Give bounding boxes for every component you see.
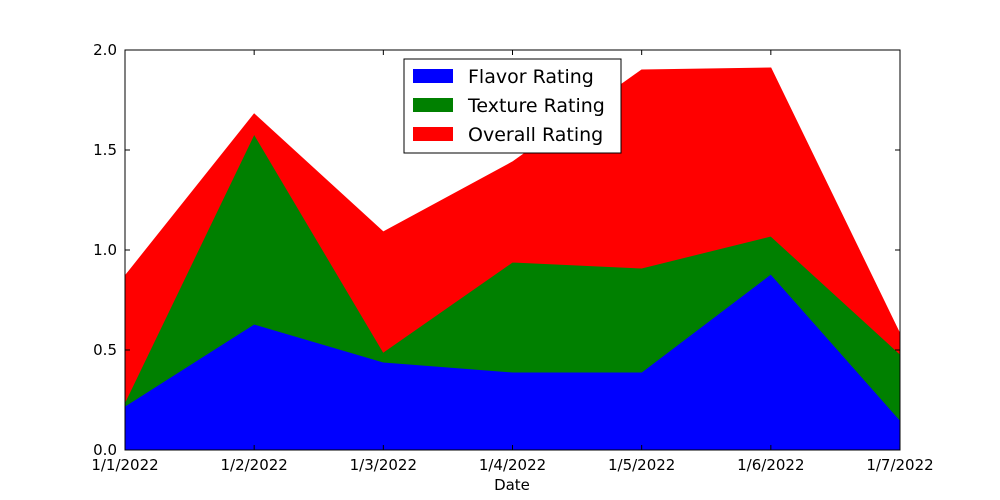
x-tick-label: 1/4/2022: [479, 456, 546, 474]
legend-swatch: [413, 98, 453, 112]
x-tick-label: 1/2/2022: [220, 456, 287, 474]
legend-label: Texture Rating: [467, 95, 605, 117]
legend-label: Flavor Rating: [468, 66, 594, 88]
x-axis-label: Date: [494, 476, 530, 494]
legend-swatch: [413, 127, 453, 141]
x-tick-label: 1/7/2022: [866, 456, 933, 474]
y-axis: 0.0 0.5 1.0 1.5 2.0: [93, 41, 900, 459]
legend: Flavor Rating Texture Rating Overall Ratin…: [403, 58, 622, 154]
y-tick-label: 0.5: [93, 341, 117, 359]
y-tick-label: 1.5: [93, 141, 117, 159]
x-tick-label: 1/6/2022: [737, 456, 804, 474]
x-tick-label: 1/1/2022: [91, 456, 158, 474]
y-tick-label: 2.0: [93, 41, 117, 59]
x-tick-label: 1/3/2022: [350, 456, 417, 474]
x-axis: 1/1/2022 1/2/2022 1/3/2022 1/4/2022 1/5/2022…: [91, 50, 934, 474]
y-tick-label: 0.0: [93, 441, 117, 459]
legend-swatch: [413, 69, 453, 83]
y-tick-label: 1.0: [93, 241, 117, 259]
x-tick-label: 1/5/2022: [608, 456, 675, 474]
legend-label: Overall Rating: [468, 124, 603, 146]
